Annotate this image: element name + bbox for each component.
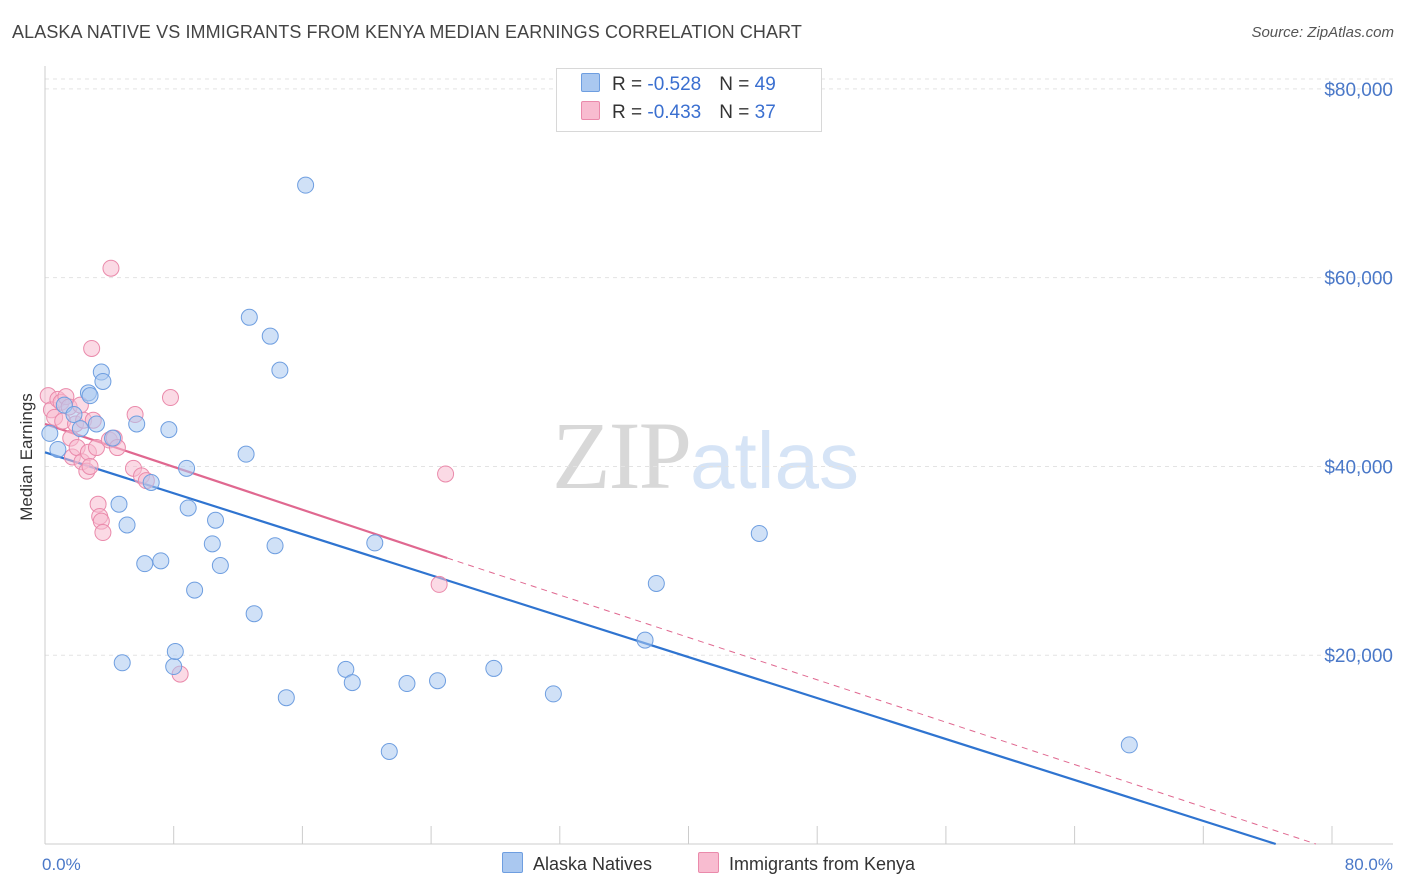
kenya-point bbox=[81, 457, 99, 475]
kenya-point bbox=[102, 259, 120, 277]
grid-layer bbox=[45, 78, 1393, 656]
points-layer bbox=[39, 176, 1138, 760]
r-label: R = bbox=[612, 74, 648, 95]
alaska-point bbox=[160, 421, 178, 439]
r-value: -0.433 bbox=[647, 102, 702, 123]
alaska-point bbox=[636, 631, 654, 649]
alaska-point bbox=[110, 495, 128, 513]
alaska-swatch bbox=[581, 73, 600, 92]
stats-legend: R = -0.528 N = 49 R = -0.433 N = 37 bbox=[556, 68, 822, 132]
alaska-point bbox=[165, 658, 183, 676]
y-tick-label: $20,000 bbox=[1324, 646, 1393, 667]
n-value: 49 bbox=[754, 74, 776, 95]
alaska-point bbox=[113, 654, 131, 672]
y-axis-label: Median Earnings bbox=[17, 393, 36, 521]
n-label: N = bbox=[719, 102, 755, 123]
kenya-legend-swatch bbox=[698, 852, 719, 873]
alaska-point bbox=[166, 642, 184, 660]
kenya-swatch bbox=[581, 101, 600, 120]
y-tick-label: $80,000 bbox=[1324, 80, 1393, 101]
alaska-trend-line bbox=[44, 451, 1277, 846]
alaska-point bbox=[261, 327, 279, 345]
y-tick-label: $40,000 bbox=[1324, 457, 1393, 478]
alaska-point bbox=[94, 372, 112, 390]
alaska-point bbox=[544, 685, 562, 703]
alaska-point bbox=[186, 581, 204, 599]
alaska-point bbox=[429, 672, 447, 690]
alaska-point bbox=[343, 674, 361, 692]
legend-label: Alaska Natives bbox=[533, 854, 653, 874]
alaska-point bbox=[142, 473, 160, 491]
alaska-point bbox=[118, 516, 136, 534]
alaska-point bbox=[104, 429, 122, 447]
legend-item-immigrants-kenya[interactable]: Immigrants from Kenya bbox=[698, 852, 915, 875]
alaska-point bbox=[203, 535, 221, 553]
alaska-point bbox=[211, 557, 229, 575]
alaska-point bbox=[179, 499, 197, 517]
trend-layer bbox=[44, 422, 1317, 846]
kenya-point bbox=[94, 524, 112, 542]
legend-label: Immigrants from Kenya bbox=[729, 854, 916, 874]
legend-row-kenya: R = -0.433 N = 37 bbox=[581, 101, 776, 129]
legend-row-alaska: R = -0.528 N = 49 bbox=[581, 73, 776, 101]
alaska-point bbox=[49, 440, 67, 458]
alaska-point bbox=[178, 459, 196, 477]
alaska-point bbox=[245, 605, 263, 623]
r-value: -0.528 bbox=[647, 74, 702, 95]
alaska-point bbox=[485, 659, 503, 677]
alaska-point bbox=[136, 555, 154, 573]
x-tick-label: 0.0% bbox=[42, 855, 81, 874]
alaska-point bbox=[207, 511, 225, 529]
label-layer: $20,000 $40,000 $60,000 $80,000 0.0% 80.0% Med… bbox=[17, 80, 1393, 874]
alaska-point bbox=[647, 574, 665, 592]
kenya-point bbox=[437, 465, 455, 483]
kenya-trend-extension bbox=[447, 557, 1317, 845]
alaska-point bbox=[750, 524, 768, 542]
alaska-point bbox=[41, 424, 59, 442]
alaska-legend-swatch bbox=[502, 852, 523, 873]
y-tick-label: $60,000 bbox=[1324, 269, 1393, 290]
alaska-point bbox=[152, 552, 170, 570]
alaska-point bbox=[297, 176, 315, 194]
alaska-point bbox=[277, 689, 295, 707]
alaska-point bbox=[65, 406, 83, 424]
alaska-point bbox=[240, 308, 258, 326]
kenya-point bbox=[87, 439, 105, 457]
alaska-point bbox=[128, 415, 146, 433]
alaska-point bbox=[71, 420, 89, 438]
kenya-point bbox=[430, 575, 448, 593]
alaska-point bbox=[380, 742, 398, 760]
alaska-point bbox=[271, 361, 289, 379]
legend-item-alaska-natives[interactable]: Alaska Natives bbox=[502, 852, 652, 875]
alaska-point bbox=[366, 534, 384, 552]
n-label: N = bbox=[719, 74, 755, 95]
r-label: R = bbox=[612, 102, 648, 123]
alaska-point bbox=[266, 537, 284, 555]
axis-layer bbox=[44, 66, 1393, 845]
alaska-point bbox=[81, 387, 99, 405]
chart-title: ALASKA NATIVE VS IMMIGRANTS FROM KENYA M… bbox=[12, 22, 802, 42]
alaska-point bbox=[1120, 736, 1138, 754]
source-label: Source: ZipAtlas.com bbox=[1251, 24, 1394, 41]
alaska-point bbox=[237, 445, 255, 463]
kenya-point bbox=[161, 389, 179, 407]
kenya-point bbox=[83, 339, 101, 357]
n-value: 37 bbox=[754, 102, 776, 123]
alaska-point bbox=[87, 415, 105, 433]
alaska-point bbox=[398, 675, 416, 693]
x-tick-label: 80.0% bbox=[1345, 855, 1393, 874]
